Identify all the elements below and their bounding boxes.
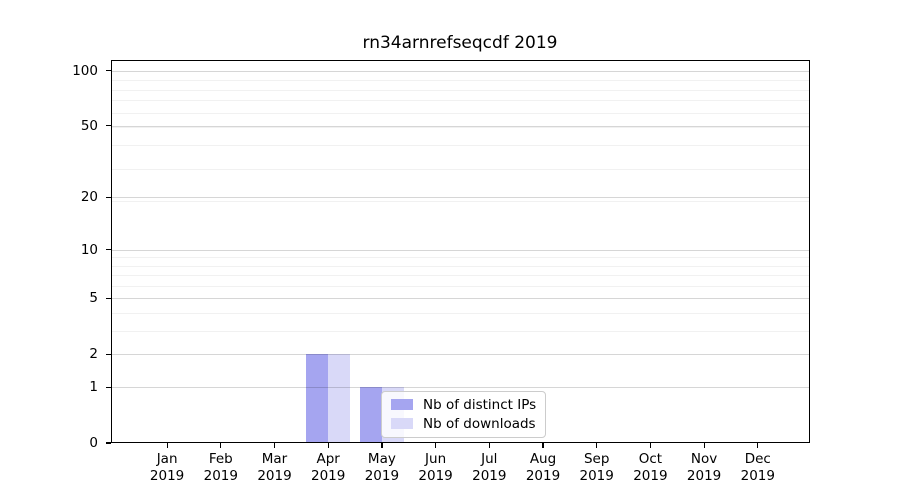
chart-title: rn34arnrefseqcdf 2019 bbox=[362, 33, 558, 53]
legend-row: Nb of distinct IPs bbox=[391, 398, 545, 412]
bar-downloads bbox=[328, 354, 351, 443]
y-tick-mark bbox=[106, 386, 111, 388]
minor-gridline bbox=[111, 313, 810, 315]
x-tick-label: Feb 2019 bbox=[193, 451, 249, 484]
x-tick-month: Dec bbox=[744, 451, 771, 467]
y-tick-label: 2 bbox=[89, 346, 98, 363]
x-tick-month: Jun bbox=[425, 451, 447, 467]
x-tick-month: Aug bbox=[529, 451, 557, 467]
x-tick-year: 2019 bbox=[633, 467, 668, 484]
x-tick-year: 2019 bbox=[472, 467, 507, 484]
x-tick-mark bbox=[435, 443, 437, 448]
y-tick-mark bbox=[106, 70, 111, 72]
x-tick-mark bbox=[488, 443, 490, 448]
y-tick-label: 0 bbox=[89, 435, 98, 451]
x-tick-mark bbox=[649, 443, 652, 448]
x-tick-mark bbox=[273, 443, 276, 448]
x-tick-label: Aug 2019 bbox=[515, 451, 571, 484]
legend-swatch-downloads bbox=[391, 418, 413, 429]
x-tick-year: 2019 bbox=[257, 467, 292, 484]
y-tick-mark bbox=[106, 297, 111, 300]
x-tick-year: 2019 bbox=[311, 467, 346, 484]
bar-distinct-ips bbox=[359, 387, 382, 443]
x-tick-mark bbox=[542, 443, 544, 448]
x-tick-mark bbox=[166, 443, 168, 448]
y-tick-mark bbox=[106, 125, 111, 127]
x-tick-year: 2019 bbox=[686, 467, 722, 484]
minor-gridline bbox=[111, 201, 810, 203]
major-gridline bbox=[111, 125, 810, 127]
x-tick-year: 2019 bbox=[149, 467, 185, 484]
legend: Nb of distinct IPs Nb of downloads bbox=[381, 390, 546, 438]
x-tick-mark bbox=[596, 443, 598, 448]
legend-label: Nb of distinct IPs bbox=[423, 396, 537, 413]
minor-gridline bbox=[111, 275, 810, 277]
minor-gridline bbox=[111, 127, 810, 129]
major-gridline bbox=[111, 197, 810, 199]
y-tick-mark bbox=[106, 248, 111, 251]
minor-gridline bbox=[111, 80, 810, 81]
legend-swatch-distinct-ips bbox=[391, 399, 413, 410]
x-tick-month: Sep bbox=[583, 451, 610, 467]
y-tick-label: 1 bbox=[89, 379, 98, 396]
y-tick-mark bbox=[106, 442, 111, 444]
x-tick-label: Jun 2019 bbox=[408, 451, 464, 484]
y-tick-mark bbox=[106, 196, 111, 199]
bar-distinct-ips bbox=[306, 354, 329, 443]
x-tick-year: 2019 bbox=[364, 467, 400, 484]
minor-gridline bbox=[111, 331, 810, 333]
minor-gridline bbox=[111, 168, 810, 170]
x-tick-month: Oct bbox=[638, 451, 663, 467]
x-tick-month: Apr bbox=[316, 451, 340, 467]
x-tick-mark bbox=[703, 443, 705, 448]
x-tick-year: 2019 bbox=[418, 467, 453, 484]
x-tick-label: May 2019 bbox=[354, 451, 410, 484]
x-tick-label: Jan 2019 bbox=[139, 451, 195, 484]
x-tick-mark bbox=[757, 443, 759, 448]
x-tick-label: Apr 2019 bbox=[300, 451, 356, 484]
major-gridline bbox=[111, 387, 810, 389]
minor-gridline bbox=[111, 89, 810, 91]
y-tick-label: 5 bbox=[89, 290, 98, 307]
x-tick-year: 2019 bbox=[579, 467, 614, 484]
minor-gridline bbox=[111, 286, 810, 287]
y-tick-label: 20 bbox=[80, 189, 98, 206]
major-gridline bbox=[111, 298, 810, 300]
minor-gridline bbox=[111, 100, 810, 102]
major-gridline bbox=[111, 249, 810, 251]
legend-label: Nb of downloads bbox=[423, 415, 536, 432]
x-tick-month: Jul bbox=[481, 451, 498, 467]
plot-area bbox=[111, 60, 810, 443]
minor-gridline bbox=[111, 265, 810, 267]
minor-gridline bbox=[111, 112, 810, 114]
x-tick-month: Mar bbox=[261, 451, 288, 467]
x-tick-month: Jan bbox=[156, 451, 178, 467]
x-tick-month: May bbox=[367, 451, 396, 467]
major-gridline bbox=[111, 354, 810, 356]
major-gridline bbox=[111, 70, 810, 72]
x-tick-year: 2019 bbox=[525, 467, 561, 484]
x-tick-mark bbox=[220, 443, 222, 448]
x-tick-label: Sep 2019 bbox=[569, 451, 625, 484]
y-tick-label: 10 bbox=[80, 241, 98, 258]
x-tick-label: Mar 2019 bbox=[247, 451, 303, 484]
x-tick-month: Feb bbox=[208, 451, 233, 467]
y-tick-mark bbox=[106, 353, 111, 356]
x-tick-label: Dec 2019 bbox=[730, 451, 786, 484]
x-tick-year: 2019 bbox=[740, 467, 775, 484]
x-tick-mark bbox=[381, 443, 383, 448]
y-tick-label: 100 bbox=[72, 62, 98, 79]
x-tick-year: 2019 bbox=[203, 467, 238, 484]
y-tick-label: 50 bbox=[80, 117, 98, 134]
x-tick-label: Oct 2019 bbox=[622, 451, 678, 484]
minor-gridline bbox=[111, 145, 810, 147]
x-tick-month: Nov bbox=[690, 451, 718, 467]
minor-gridline bbox=[111, 257, 810, 259]
x-tick-label: Nov 2019 bbox=[676, 451, 732, 484]
x-tick-mark bbox=[327, 443, 329, 448]
legend-row: Nb of downloads bbox=[391, 417, 545, 431]
x-tick-label: Jul 2019 bbox=[461, 451, 517, 484]
